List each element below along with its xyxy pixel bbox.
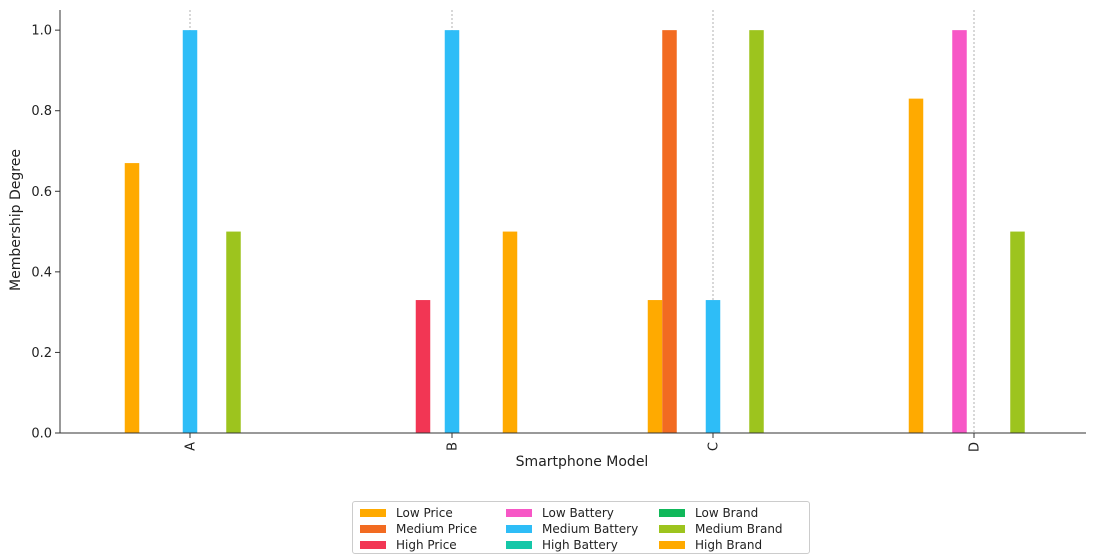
x-tick-label-c: C (707, 442, 722, 451)
legend-swatch (506, 525, 532, 533)
bar-chart: 0.00.20.40.60.81.0A B C D Smartphone Model … (8, 10, 1086, 470)
legend-swatch (360, 541, 386, 549)
bar-medium-brand-a (226, 231, 241, 433)
legend-item-high-brand: High Brand (659, 537, 809, 553)
legend-item-high-battery: High Battery (506, 537, 659, 553)
legend-item-low-brand: Low Brand (659, 505, 809, 521)
bar-low-battery-d (952, 30, 967, 434)
legend-swatch (659, 509, 685, 517)
x-tick-label-d: D (968, 442, 983, 452)
bar-high-brand-b (502, 231, 518, 433)
legend-item-low-battery: Low Battery (506, 505, 659, 521)
bar-low-price-a (124, 163, 140, 434)
legend-label: Low Battery (542, 506, 614, 520)
grid-lines (189, 10, 975, 433)
y-tick-label: 1.0 (31, 24, 52, 39)
legend-label: High Battery (542, 538, 618, 552)
legend-label: High Brand (695, 538, 763, 552)
legend-swatch (659, 525, 685, 533)
legend-item-low-price: Low Price (360, 505, 506, 521)
legend-item-high-price: High Price (360, 537, 506, 553)
bar-medium-battery-b (444, 30, 460, 434)
legend-label: Medium Price (396, 522, 478, 536)
legend-label: Low Price (396, 506, 453, 520)
legend-label: Medium Battery (542, 522, 639, 536)
y-axis-label: Membership Degree (8, 149, 24, 291)
y-tick-label: 0.2 (31, 346, 52, 361)
legend-swatch (506, 541, 532, 549)
bar-medium-brand-c (749, 30, 764, 434)
x-tick-label-a: A (184, 442, 199, 451)
legend: Low Price Medium Price High Price Low Batte… (352, 501, 810, 554)
bar-medium-price-c (662, 30, 677, 434)
y-tick-label: 0.8 (31, 104, 52, 119)
y-tick-label: 0.4 (31, 265, 52, 280)
bar-high-price-b (415, 300, 431, 433)
legend-swatch (360, 509, 386, 517)
bar-medium-brand-d (1010, 231, 1025, 433)
bars (124, 30, 1025, 434)
bar-medium-battery-a (182, 30, 198, 434)
y-tick-label: 0.0 (31, 427, 52, 442)
legend-label: High Price (396, 538, 457, 552)
legend-item-medium-price: Medium Price (360, 521, 506, 537)
legend-label: Low Brand (695, 506, 759, 520)
bar-medium-battery-c (705, 300, 721, 433)
x-axis-label: Smartphone Model (516, 454, 649, 470)
legend-swatch (659, 541, 685, 549)
legend-swatch (506, 509, 532, 517)
bar-low-price-c (647, 300, 663, 433)
legend-swatch (360, 525, 386, 533)
bar-low-price-d (908, 98, 924, 433)
legend-label: Medium Brand (695, 522, 783, 536)
x-tick-label-b: B (446, 442, 461, 451)
legend-item-medium-battery: Medium Battery (506, 521, 659, 537)
legend-item-medium-brand: Medium Brand (659, 521, 809, 537)
y-tick-label: 0.6 (31, 185, 52, 200)
axes: 0.0 0.2 0.4 0.6 0.8 1.0 A B C D (31, 10, 1086, 452)
